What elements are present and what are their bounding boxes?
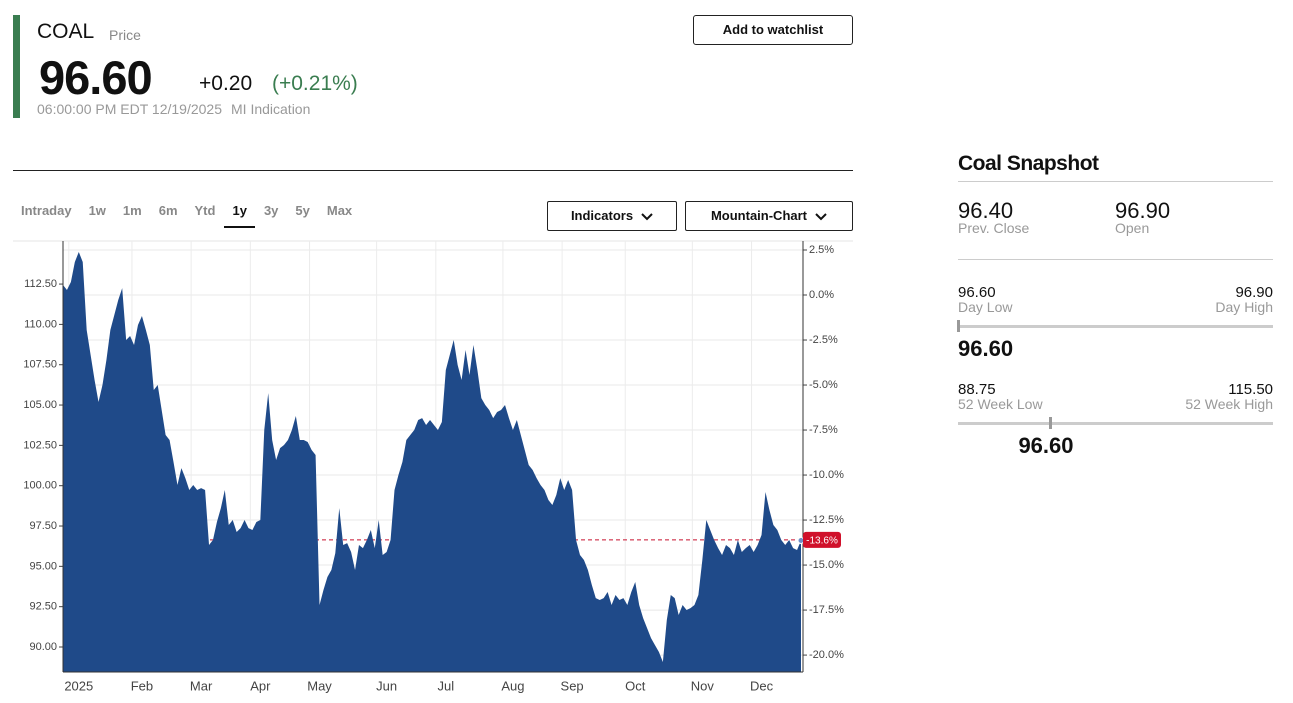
range-tab[interactable]: 3y (263, 203, 279, 218)
range-tab[interactable]: 5y (295, 203, 310, 218)
x-tick-label: Dec (750, 678, 774, 693)
y2-tick-label: 2.5% (809, 244, 834, 256)
y2-tick-label: -7.5% (809, 424, 838, 436)
x-tick-label: Apr (250, 678, 271, 693)
range-tab[interactable]: 1y (224, 201, 255, 228)
indicators-button[interactable]: Indicators (547, 201, 677, 231)
y2-tick-label: -15.0% (809, 559, 844, 571)
y2-tick-label: -10.0% (809, 469, 844, 481)
x-tick-label: Jul (438, 678, 455, 693)
range-low-label: 52 Week Low (958, 396, 1043, 412)
price-label: Price (109, 27, 141, 43)
chart-type-button[interactable]: Mountain-Chart (685, 201, 853, 231)
change: +0.20 (199, 72, 253, 95)
y2-tick-label: -5.0% (809, 379, 838, 391)
x-tick-label: Nov (691, 678, 715, 693)
chevron (815, 212, 827, 220)
range-low: 96.60 (958, 284, 996, 301)
x-tick-label: Jun (376, 678, 397, 693)
y-tick-label: 102.50 (23, 439, 57, 451)
y-tick-label: 105.00 (23, 399, 57, 411)
range-marker (1049, 417, 1053, 429)
range-high-label: 52 Week High (1185, 396, 1273, 412)
y2-tick-label: -17.5% (809, 604, 844, 616)
divider (958, 259, 1273, 260)
snapshot-title: Coal Snapshot (958, 152, 1099, 175)
y-tick-label: 110.00 (24, 318, 57, 330)
y-tick-label: 112.50 (24, 278, 57, 290)
ticker: COAL (37, 20, 95, 43)
divider (13, 170, 853, 171)
y-tick-label: 97.50 (29, 520, 57, 532)
range-tab[interactable]: Intraday (21, 203, 72, 218)
stat-value: 96.40 (958, 198, 1014, 223)
range-high-label: Day High (1215, 299, 1273, 315)
chevron (641, 212, 653, 220)
divider (958, 181, 1273, 182)
y2-tick-label: 0.0% (809, 289, 834, 301)
x-tick-label: Feb (131, 678, 153, 693)
range-high: 115.50 (1228, 381, 1273, 398)
y-tick-label: 95.00 (29, 560, 57, 572)
range-current: 96.60 (958, 336, 1014, 361)
current-badge-label: -13.6% (806, 535, 838, 546)
range-low: 88.75 (958, 381, 996, 398)
chart: 2.5% 0.0% -2.5% -5.0% -7.5% -10.0% -12.5% -15.0… (13, 240, 853, 693)
range-tab[interactable]: 1w (88, 203, 106, 218)
x-tick-label: 2025 (64, 678, 93, 693)
range-track (958, 422, 1273, 425)
x-tick-label: Mar (190, 678, 213, 693)
button-label: Mountain-Chart (710, 208, 808, 223)
stat-label: Prev. Close (958, 220, 1030, 236)
timestamp: 06:00:00 PM EDT 12/19/2025 (37, 101, 222, 117)
source: MI Indication (231, 101, 311, 117)
button-label: Indicators (570, 208, 634, 223)
range-tab[interactable]: Max (326, 203, 353, 218)
y-tick-label: 100.00 (23, 480, 57, 492)
current-badge (803, 531, 841, 548)
x-tick-label: May (307, 678, 332, 693)
range-high: 96.90 (1235, 284, 1273, 301)
y2-tick-label: -12.5% (809, 514, 844, 526)
change-pct: (+0.21%) (272, 72, 358, 95)
y-tick-label: 107.50 (23, 359, 57, 371)
range-tab[interactable]: 6m (158, 203, 178, 218)
accent-bar (13, 15, 20, 118)
y-tick-label: 90.00 (29, 641, 57, 653)
x-tick-label: Aug (501, 678, 524, 693)
x-tick-label: Sep (561, 678, 584, 693)
range-tab[interactable]: Ytd (194, 203, 216, 218)
y2-tick-label: -2.5% (809, 334, 838, 346)
range-current: 96.60 (1018, 433, 1074, 458)
range-low-label: Day Low (958, 299, 1013, 315)
y-tick-label: 92.50 (29, 601, 57, 613)
y2-tick-label: -20.0% (809, 649, 844, 661)
range-tab[interactable]: 1m (122, 203, 142, 218)
price: 96.60 (39, 51, 153, 104)
range-track (958, 325, 1273, 328)
stat-value: 96.90 (1115, 198, 1171, 223)
stat-label: Open (1115, 220, 1150, 236)
range-tabs: Intraday 1w 1m 6m Ytd 1y 3y 5y Max (13, 201, 361, 228)
watchlist-button[interactable]: Add to watchlist (693, 15, 853, 45)
range-marker (957, 320, 960, 332)
price-area (63, 251, 801, 672)
x-tick-label: Oct (625, 678, 646, 693)
